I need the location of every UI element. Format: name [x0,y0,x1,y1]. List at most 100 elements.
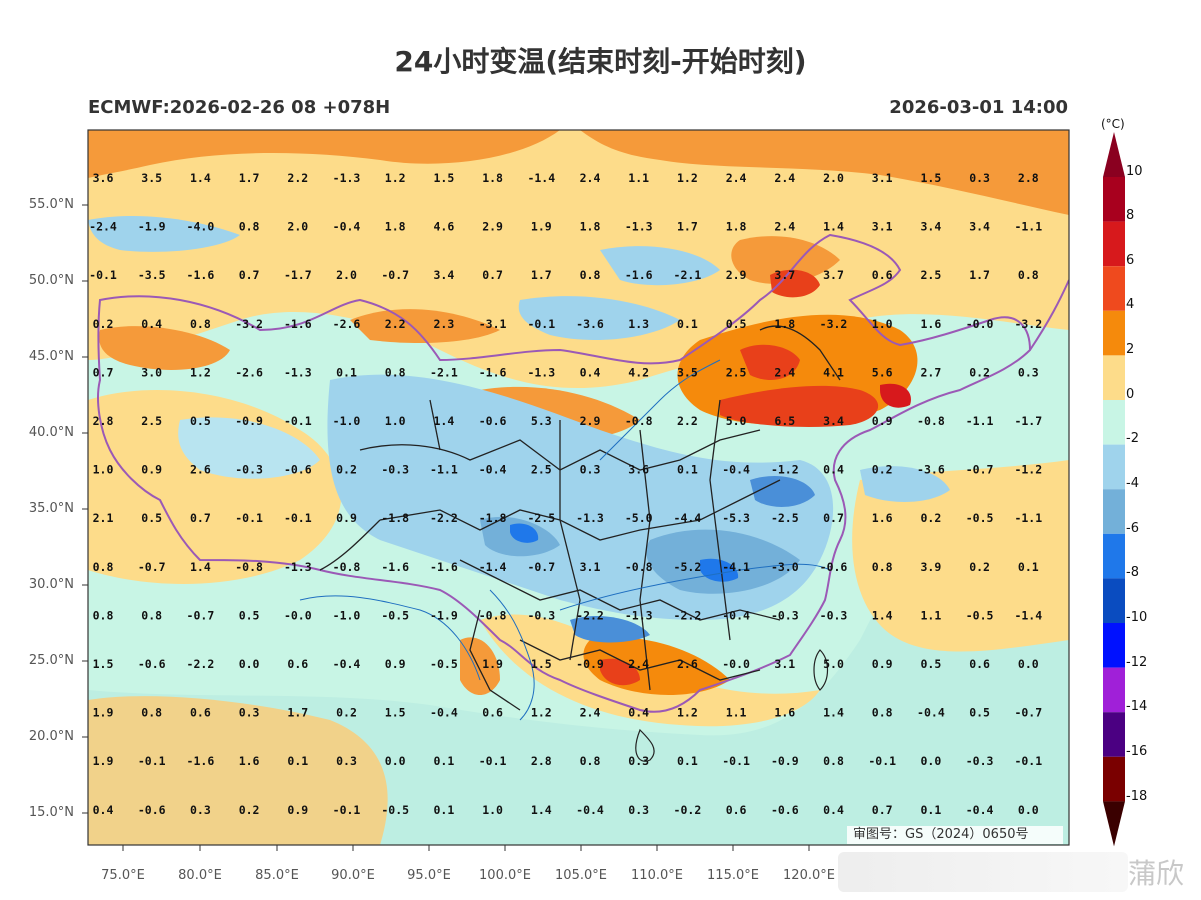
grid-value: 2.2 [385,317,406,331]
grid-value: 0.6 [969,657,990,671]
grid-value: 3.4 [823,414,844,428]
grid-value: 0.1 [677,463,698,477]
grid-value: -0.1 [284,511,312,525]
grid-value: 2.8 [1018,171,1039,185]
grid-value: -0.1 [235,511,263,525]
grid-value: 1.7 [239,171,260,185]
grid-value: 0.1 [677,754,698,768]
grid-value: -0.8 [235,560,263,574]
grid-value: 0.6 [872,268,893,282]
grid-value: -0.5 [381,608,409,622]
grid-value: 2.4 [580,706,601,720]
grid-value: 3.4 [969,220,990,234]
grid-value: -3.5 [138,268,166,282]
grid-value: 0.8 [239,220,260,234]
grid-value: -1.3 [576,511,604,525]
grid-value: 2.0 [336,268,357,282]
grid-value: 6.5 [774,414,795,428]
grid-value: 1.1 [921,608,942,622]
grid-value: 0.9 [141,463,162,477]
grid-value: -1.6 [479,365,507,379]
grid-value: 5.3 [531,414,552,428]
grid-value: -2.2 [576,608,604,622]
watermark-text: 蒲欣 [1128,857,1185,890]
grid-value: -0.2 [674,803,702,817]
grid-value: 0.8 [385,365,406,379]
colorbar-label: -12 [1126,655,1148,670]
grid-value: 3.1 [872,171,893,185]
grid-value: 1.8 [774,317,795,331]
grid-value: -1.3 [625,220,653,234]
lat-label: 50.0°N [28,273,74,288]
grid-value: 0.2 [93,317,114,331]
grid-value: 3.1 [774,657,795,671]
grid-value: -0.3 [381,463,409,477]
grid-value: 1.5 [93,657,114,671]
grid-value: 1.4 [434,414,455,428]
grid-value: 0.3 [628,754,649,768]
grid-value: 1.3 [628,317,649,331]
grid-value: -1.3 [284,560,312,574]
colorbar-segment [1103,489,1125,534]
grid-value: 2.5 [921,268,942,282]
grid-value: 2.4 [628,657,649,671]
grid-value: -0.4 [576,803,604,817]
grid-value: 1.1 [628,171,649,185]
grid-value: 0.3 [628,803,649,817]
grid-value: -0.5 [966,511,994,525]
grid-value: 1.2 [677,171,698,185]
grid-value: -1.7 [284,268,312,282]
grid-value: 2.5 [141,414,162,428]
grid-value: 1.1 [726,706,747,720]
grid-value: 0.5 [726,317,747,331]
grid-value: 4.2 [628,365,649,379]
grid-value: 0.7 [239,268,260,282]
grid-value: -0.8 [479,608,507,622]
grid-value: -1.3 [625,608,653,622]
grid-value: 1.2 [385,171,406,185]
colorbar-label: 10 [1126,164,1143,179]
grid-value: 1.8 [726,220,747,234]
grid-value: -0.7 [966,463,994,477]
grid-value: 0.1 [677,317,698,331]
colorbar-segment [1103,712,1125,757]
grid-value: 1.7 [677,220,698,234]
grid-value: 2.9 [726,268,747,282]
grid-value: 0.2 [239,803,260,817]
grid-value: 1.2 [531,706,552,720]
grid-value: -1.6 [187,754,215,768]
grid-value: -0.4 [966,803,994,817]
lon-label: 105.0°E [555,868,607,883]
grid-value: 5.6 [872,365,893,379]
colorbar-label: -2 [1126,431,1139,446]
grid-value: 3.4 [921,220,942,234]
grid-value: 0.0 [921,754,942,768]
grid-value: -0.1 [527,317,555,331]
grid-value: 2.3 [434,317,455,331]
grid-value: 0.0 [385,754,406,768]
grid-value: 0.3 [1018,365,1039,379]
watermark-bar [838,852,1128,892]
grid-value: -0.6 [284,463,312,477]
grid-value: -0.7 [138,560,166,574]
grid-value: 0.2 [969,560,990,574]
grid-value: 3.1 [580,560,601,574]
grid-value: -0.8 [333,560,361,574]
grid-value: 2.4 [774,171,795,185]
grid-value: 3.0 [141,365,162,379]
grid-value: -0.4 [722,608,750,622]
colorbar-label: -8 [1126,565,1139,580]
colorbar-label: -16 [1126,744,1148,759]
grid-value: -0.7 [1014,706,1042,720]
colorbar-label: 8 [1126,208,1135,223]
grid-value: 2.4 [580,171,601,185]
grid-value: 1.8 [482,171,503,185]
grid-value: -1.1 [1014,220,1042,234]
grid-value: -1.4 [479,560,507,574]
grid-value: 2.2 [287,171,308,185]
grid-value: -0.4 [479,463,507,477]
colorbar-segment [1103,444,1125,490]
grid-value: 0.8 [1018,268,1039,282]
grid-value: 0.7 [872,803,893,817]
grid-value: 0.3 [239,706,260,720]
